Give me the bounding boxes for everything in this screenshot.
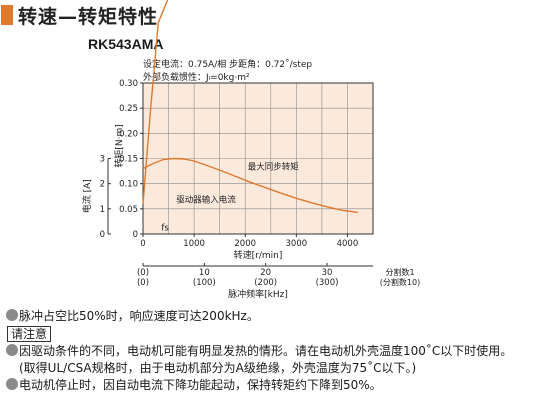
x-axis-label: 转速[r/min] [234, 249, 283, 261]
x-tick-label: 1000 [183, 239, 205, 249]
pulse-division-top: 分割数1 [385, 267, 414, 277]
current-tick-label: 1 [100, 205, 105, 215]
series-label-driver-current: 驱动器输入电流 [176, 194, 236, 205]
fs-annotation: fs [161, 223, 169, 233]
pulse-tick-label-top: 10 [199, 268, 210, 278]
x-tick-label: 3000 [286, 239, 308, 249]
pulse-tick-label-top: (0) [137, 268, 149, 278]
note-ul-csa: (取得UL/CSA规格时，由于电动机部分为A级绝缘，外壳温度为75˚C以下。) [19, 361, 417, 375]
series-label-max-sync-torque: 最大同步转矩 [248, 162, 300, 173]
y-tick-label: 0.05 [119, 205, 138, 215]
caution-row: 请注意 [6, 325, 546, 343]
pulse-tick-label-bottom: (0) [137, 278, 149, 288]
pulse-tick-label-bottom: (300) [316, 278, 339, 288]
x-tick-label: 2000 [234, 239, 256, 249]
series-line-driver-current [142, 0, 169, 204]
current-tick-label: 3 [100, 155, 105, 165]
pulse-tick-label-bottom: (200) [254, 278, 277, 288]
notes-block: 脉冲占空比50%时，响应速度可达200kHz。 请注意 因驱动条件的不同，电动机… [6, 308, 546, 394]
page-title: 转速—转矩特性 [18, 5, 159, 28]
caution-label: 请注意 [7, 326, 52, 342]
bullet-icon [6, 344, 18, 356]
note-holding-torque: 电动机停止时，因自动电流下降功能起动，保持转矩约下降到50%。 [6, 377, 546, 394]
y-tick-label: 0.30 [119, 79, 138, 89]
condition-line-2: 外部负载惯性：Jₗ=0kg·m² [143, 73, 250, 83]
pulse-division-bottom: (分割数10) [380, 277, 420, 287]
note-duty-cycle: 脉冲占空比50%时，响应速度可达200kHz。 [6, 308, 546, 325]
current-tick-label: 0 [100, 230, 105, 240]
pulse-tick-label-top: 20 [260, 268, 271, 278]
y-tick-label: 0.10 [119, 180, 138, 190]
y-tick-label: 0.20 [119, 129, 138, 139]
pulse-tick-label-top: 30 [322, 268, 333, 278]
condition-line-1: 设定电流：0.75A/相 步距角：0.72˚/step [143, 60, 313, 70]
y-axis-label-current: 电流 [A] [81, 179, 93, 213]
model-name: RK543AMA [88, 36, 164, 52]
y-tick-label: 0 [133, 230, 138, 240]
bullet-icon [6, 378, 18, 390]
pulse-axis-label: 脉冲频率[kHz] [228, 288, 288, 300]
bullet-icon [6, 309, 18, 321]
section-header: 转速—转矩特性 [0, 4, 159, 28]
pulse-tick-label-bottom: (100) [193, 278, 216, 288]
x-tick-label: 4000 [337, 239, 359, 249]
x-tick-label: 0 [140, 239, 145, 249]
plot-frame [142, 82, 374, 235]
y-tick-label: 0.15 [119, 155, 138, 165]
accent-marker [1, 5, 13, 25]
y-axis-label-torque: 转矩[N·m] [113, 124, 125, 167]
note-heat: 因驱动条件的不同，电动机可能有明显发热的情形。请在电动机外壳温度100˚C以下时… [6, 343, 546, 360]
current-tick-label: 2 [100, 180, 105, 190]
y-tick-label: 0.25 [119, 104, 138, 114]
series-line-max-sync-torque [142, 157, 358, 214]
speed-torque-chart: 0 0.05 0.10 0.15 0.20 0.25 0.30 0 1000 2000 3000 40… [81, 0, 420, 300]
